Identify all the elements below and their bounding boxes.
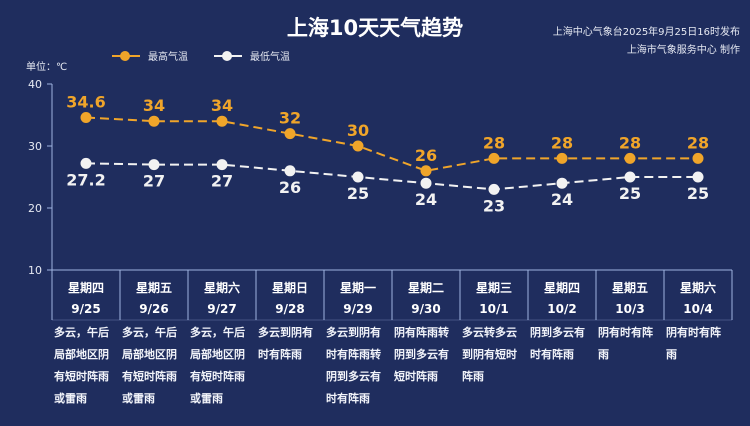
weather-description: 多云到阴有 时有阵雨 (258, 326, 313, 361)
date-label: 9/30 (411, 302, 440, 316)
low-temp-label: 25 (619, 184, 641, 203)
date-label: 10/2 (547, 302, 576, 316)
high-temp-point (284, 128, 296, 140)
high-temp-label: 34 (211, 96, 233, 115)
date-label: 9/26 (139, 302, 168, 316)
weekday-label: 星期五 (612, 280, 648, 295)
high-temp-label: 28 (483, 133, 505, 152)
y-tick-label: 40 (28, 78, 42, 91)
weekday-label: 星期三 (476, 280, 512, 295)
legend-high: 最高气温 (112, 48, 188, 63)
high-temp-label: 34.6 (66, 92, 105, 111)
weekday-label: 星期二 (408, 280, 444, 295)
low-temp-label: 27.2 (66, 170, 105, 189)
legend-low-label: 最低气温 (250, 52, 290, 63)
weather-description: 阴有时有阵 雨 (598, 326, 653, 361)
date-label: 9/27 (207, 302, 236, 316)
page-title: 上海10天天气趋势 (286, 16, 464, 40)
high-temp-line (85, 116, 698, 172)
low-temp-label: 25 (347, 184, 369, 203)
high-temp-point (692, 152, 704, 164)
low-temp-label: 27 (211, 172, 233, 191)
weather-description: 多云，午后 局部地区阴 有短时阵雨 或雷雨 (54, 326, 109, 405)
high-temp-point (624, 152, 636, 164)
low-temp-label: 24 (415, 190, 437, 209)
low-temp-label: 25 (687, 184, 709, 203)
high-temp-label: 26 (415, 146, 437, 165)
low-temp-label: 24 (551, 190, 573, 209)
high-temp-point (556, 152, 568, 164)
high-temp-label: 32 (279, 109, 301, 128)
legend-low: 最低气温 (214, 48, 290, 63)
low-temp-label: 27 (143, 172, 165, 191)
weather-description: 阴到多云有 时有阵雨 (530, 326, 585, 361)
date-label: 9/25 (71, 302, 100, 316)
low-temp-point (216, 159, 228, 171)
weekday-label: 星期四 (68, 280, 104, 295)
legend: 最高气温 最低气温 (112, 48, 310, 63)
high-temp-label: 34 (143, 96, 165, 115)
weekday-label: 星期六 (204, 280, 240, 295)
publish-time: 上海中心气象台2025年9月25日16时发布 (552, 27, 740, 38)
high-temp-label: 28 (687, 133, 709, 152)
date-label: 10/3 (615, 302, 644, 316)
low-line-marker-icon (214, 50, 242, 61)
low-temp-point (488, 183, 500, 195)
high-temp-point (420, 165, 432, 177)
high-temp-point (352, 140, 364, 152)
weekday-label: 星期四 (544, 280, 580, 295)
weekday-label: 星期一 (340, 280, 376, 295)
weather-description: 阴有时有阵 雨 (666, 326, 721, 361)
low-temp-point (284, 165, 296, 177)
low-temp-point (352, 171, 364, 183)
weekday-label: 星期五 (136, 280, 172, 295)
weather-description: 多云转多云 到阴有短时 阵雨 (462, 326, 517, 383)
low-temp-label: 23 (483, 196, 505, 215)
high-temp-label: 28 (551, 133, 573, 152)
low-temp-point (624, 171, 636, 183)
high-temp-point (148, 115, 160, 127)
y-tick-label: 30 (28, 140, 42, 153)
date-label: 9/28 (275, 302, 304, 316)
weather-description: 多云，午后 局部地区阴 有短时阵雨 或雷雨 (190, 326, 245, 405)
publisher-info: 上海中心气象台2025年9月25日16时发布 上海市气象服务中心 制作 (553, 24, 740, 60)
producer: 上海市气象服务中心 制作 (626, 45, 740, 56)
low-temp-point (556, 177, 568, 189)
weather-description: 多云到阴有 时有阵雨转 阴到多云有 时有阵雨 (326, 326, 381, 405)
legend-high-label: 最高气温 (148, 52, 188, 63)
date-label: 10/4 (683, 302, 712, 316)
high-temp-point (80, 111, 92, 123)
high-temp-label: 30 (347, 121, 369, 140)
low-temp-point (80, 157, 92, 169)
low-temp-point (420, 177, 432, 189)
weekday-label: 星期六 (680, 280, 716, 295)
low-temp-point (148, 159, 160, 171)
weather-description: 阴有阵雨转 阴到多云有 短时阵雨 (394, 326, 449, 383)
unit-label: 单位：℃ (26, 62, 68, 73)
high-temp-point (488, 152, 500, 164)
low-temp-point (692, 171, 704, 183)
weekday-label: 星期日 (272, 280, 308, 295)
high-temp-point (216, 115, 228, 127)
date-label: 10/1 (479, 302, 508, 316)
high-line-marker-icon (112, 50, 140, 61)
weather-description: 多云，午后 局部地区阴 有短时阵雨 或雷雨 (122, 326, 177, 405)
y-tick-label: 20 (28, 202, 42, 215)
y-tick-label: 10 (28, 264, 42, 277)
low-temp-label: 26 (279, 178, 301, 197)
date-label: 9/29 (343, 302, 372, 316)
low-temp-line (85, 162, 698, 191)
high-temp-label: 28 (619, 133, 641, 152)
